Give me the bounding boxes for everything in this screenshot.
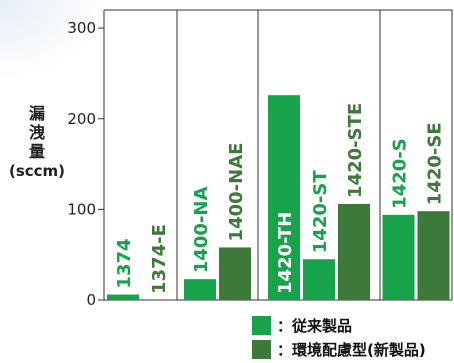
bar-label-1420-TH: 1420-TH — [275, 212, 296, 294]
bar-1420-STE — [338, 203, 370, 300]
legend-item-eco: ：環境配慮型(新製品) — [252, 339, 426, 360]
bar-1420-SE — [417, 211, 450, 300]
legend-label-eco: ：環境配慮型(新製品) — [277, 341, 426, 359]
bar-label-1420-S: 1420-S — [390, 138, 411, 209]
bar-label-1420-SE: 1420-SE — [425, 122, 446, 205]
legend-swatch-conventional — [252, 316, 271, 335]
bar-1374 — [107, 294, 139, 300]
bar-label-1420-STE: 1420-STE — [345, 103, 366, 198]
bar-1400-NAE — [219, 247, 251, 300]
bar-label-1400-NA: 1400-NA — [191, 187, 212, 274]
background-gradient — [0, 0, 110, 80]
y-tick-label-100: 100 — [67, 200, 96, 218]
y-tick-label-300: 300 — [67, 19, 96, 37]
y-tick-label-200: 200 — [67, 110, 96, 128]
y-axis-label: 漏洩量 (sccm) — [6, 104, 68, 181]
legend: ：従来製品 ：環境配慮型(新製品) — [252, 315, 426, 363]
y-tick-label-0: 0 — [86, 291, 96, 309]
legend-swatch-eco — [252, 340, 271, 359]
bar-label-1374: 1374 — [114, 238, 135, 288]
bar-label-1420-ST: 1420-ST — [310, 170, 331, 254]
bar-label-1400-NAE: 1400-NAE — [226, 143, 247, 242]
bar-1420-TH — [268, 95, 300, 300]
bar-1400-NA — [184, 279, 216, 300]
bar-label-1374-E: 1374-E — [149, 224, 170, 294]
bar-1420-S — [382, 214, 415, 300]
legend-item-conventional: ：従来製品 — [252, 315, 426, 336]
legend-label-conventional: ：従来製品 — [277, 317, 353, 335]
y-axis-title: 漏洩量 — [28, 104, 45, 161]
bar-1420-ST — [303, 259, 335, 300]
y-axis-unit: (sccm) — [8, 162, 66, 180]
